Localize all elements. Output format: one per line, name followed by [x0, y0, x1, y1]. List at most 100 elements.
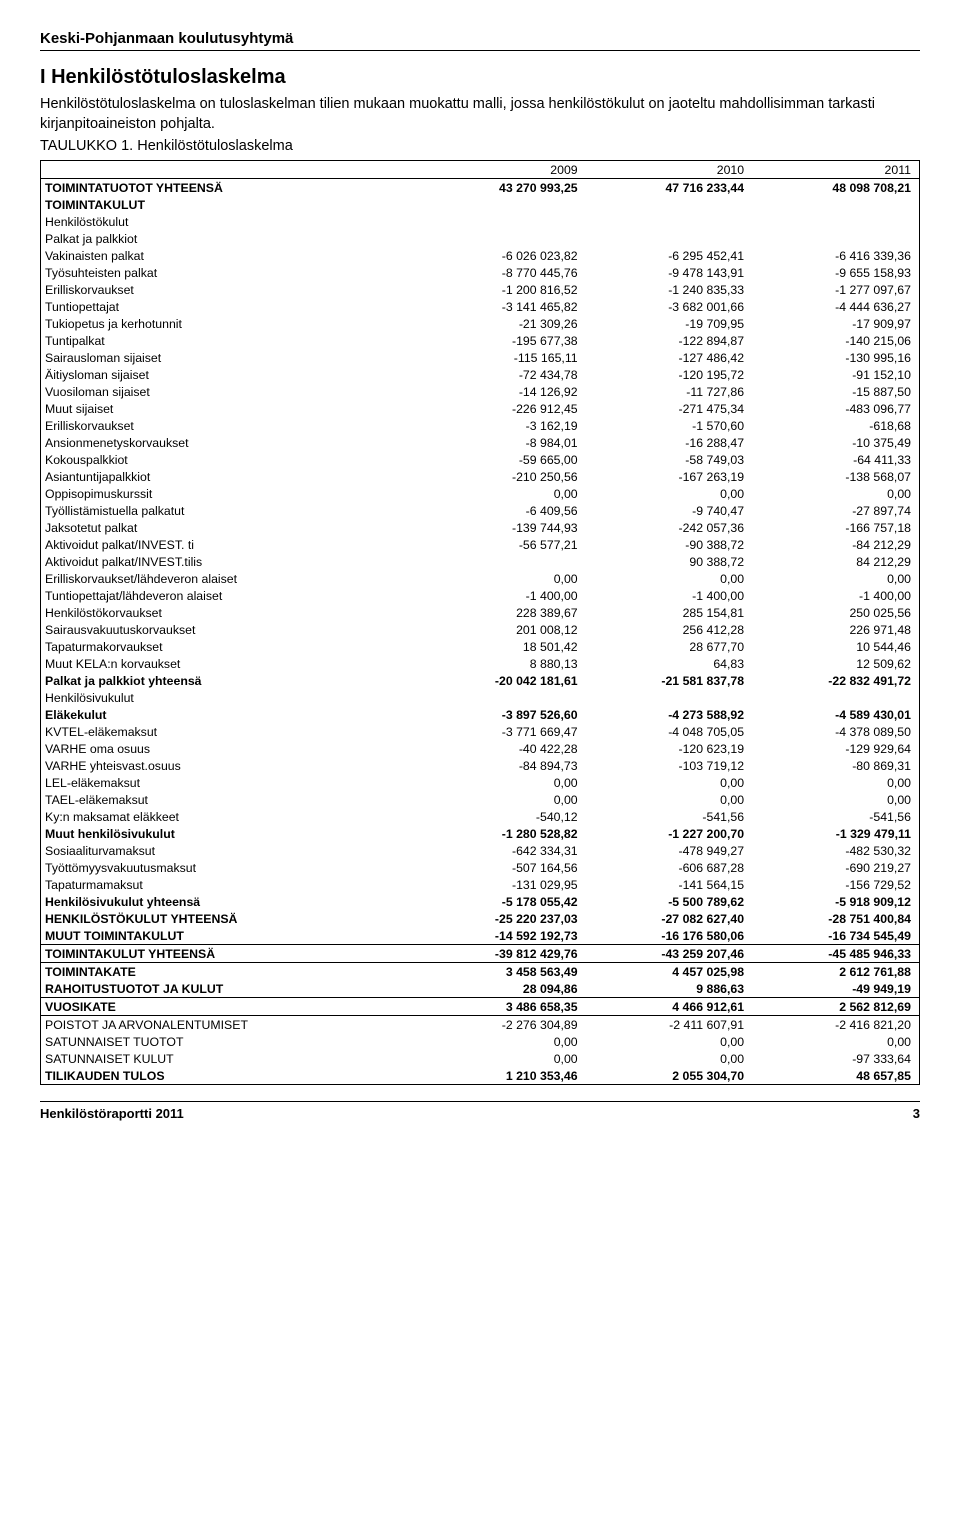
section-title: I Henkilöstötuloslaskelma — [40, 66, 920, 89]
row-value: -27 082 627,40 — [586, 910, 752, 927]
row-label: Työttömyysvakuutusmaksut — [41, 859, 420, 876]
row-value: 0,00 — [419, 791, 585, 808]
row-value: -14 126,92 — [419, 383, 585, 400]
row-value: 28 677,70 — [586, 638, 752, 655]
table-body: TOIMINTATUOTOT YHTEENSÄ43 270 993,2547 7… — [41, 179, 920, 1085]
table-row: Sairausvakuutuskorvaukset201 008,12256 4… — [41, 621, 920, 638]
row-label: VARHE oma osuus — [41, 740, 420, 757]
row-label: Muut sijaiset — [41, 400, 420, 417]
row-value: 0,00 — [586, 791, 752, 808]
row-label: Palkat ja palkkiot yhteensä — [41, 672, 420, 689]
row-label: Työllistämistuella palkatut — [41, 502, 420, 519]
row-value: -1 227 200,70 — [586, 825, 752, 842]
row-value: -541,56 — [586, 808, 752, 825]
row-value — [586, 689, 752, 706]
row-label: Tapaturmamaksut — [41, 876, 420, 893]
row-value: 84 212,29 — [752, 553, 919, 570]
row-value: 0,00 — [586, 1050, 752, 1067]
row-value: -166 757,18 — [752, 519, 919, 536]
row-value: -4 273 588,92 — [586, 706, 752, 723]
row-value: -16 288,47 — [586, 434, 752, 451]
row-value: 0,00 — [586, 1033, 752, 1050]
row-label: KVTEL-eläkemaksut — [41, 723, 420, 740]
table-row: VARHE yhteisvast.osuus-84 894,73-103 719… — [41, 757, 920, 774]
row-value: 0,00 — [586, 570, 752, 587]
table-row: VARHE oma osuus-40 422,28-120 623,19-129… — [41, 740, 920, 757]
row-label: Henkilöstökorvaukset — [41, 604, 420, 621]
row-value: -4 048 705,05 — [586, 723, 752, 740]
table-row: LEL-eläkemaksut0,000,000,00 — [41, 774, 920, 791]
row-value: -140 215,06 — [752, 332, 919, 349]
row-label: HENKILÖSTÖKULUT YHTEENSÄ — [41, 910, 420, 927]
row-value: -11 727,86 — [586, 383, 752, 400]
row-value: -2 416 821,20 — [752, 1016, 919, 1034]
row-label: Vakinaisten palkat — [41, 247, 420, 264]
table-row: SATUNNAISET TUOTOT0,000,000,00 — [41, 1033, 920, 1050]
year-header: 2011 — [752, 161, 919, 179]
row-value: -6 409,56 — [419, 502, 585, 519]
row-value: -22 832 491,72 — [752, 672, 919, 689]
row-value: -6 416 339,36 — [752, 247, 919, 264]
table-row: TOIMINTAKULUT YHTEENSÄ-39 812 429,76-43 … — [41, 945, 920, 963]
row-value: 9 886,63 — [586, 980, 752, 998]
row-value: -1 277 097,67 — [752, 281, 919, 298]
taulukko-label: TAULUKKO 1. Henkilöstötuloslaskelma — [40, 138, 920, 154]
row-value: 0,00 — [752, 485, 919, 502]
table-row: Ansionmenetyskorvaukset-8 984,01-16 288,… — [41, 434, 920, 451]
row-value — [586, 213, 752, 230]
row-value: -210 250,56 — [419, 468, 585, 485]
table-row: Henkilöstökulut — [41, 213, 920, 230]
row-label: MUUT TOIMINTAKULUT — [41, 927, 420, 945]
table-row: HENKILÖSTÖKULUT YHTEENSÄ-25 220 237,03-2… — [41, 910, 920, 927]
row-label: Kokouspalkkiot — [41, 451, 420, 468]
table-row: Aktivoidut palkat/INVEST.tilis90 388,728… — [41, 553, 920, 570]
row-value: 0,00 — [752, 774, 919, 791]
row-value: -129 929,64 — [752, 740, 919, 757]
row-value: 228 389,67 — [419, 604, 585, 621]
row-value: 250 025,56 — [752, 604, 919, 621]
row-value: -8 984,01 — [419, 434, 585, 451]
row-value: -27 897,74 — [752, 502, 919, 519]
row-label: Tuntipalkat — [41, 332, 420, 349]
row-value: -9 740,47 — [586, 502, 752, 519]
row-value: -8 770 445,76 — [419, 264, 585, 281]
row-value: -4 444 636,27 — [752, 298, 919, 315]
table-row: TILIKAUDEN TULOS1 210 353,462 055 304,70… — [41, 1067, 920, 1085]
table-row: Muut KELA:n korvaukset8 880,1364,8312 50… — [41, 655, 920, 672]
row-label: Tuntiopettajat/lähdeveron alaiset — [41, 587, 420, 604]
row-label: SATUNNAISET KULUT — [41, 1050, 420, 1067]
row-value: -103 719,12 — [586, 757, 752, 774]
row-value: 90 388,72 — [586, 553, 752, 570]
row-label: Ky:n maksamat eläkkeet — [41, 808, 420, 825]
table-row: Muut sijaiset-226 912,45-271 475,34-483 … — [41, 400, 920, 417]
row-label: TOIMINTAKULUT YHTEENSÄ — [41, 945, 420, 963]
row-value: 28 094,86 — [419, 980, 585, 998]
row-value: 18 501,42 — [419, 638, 585, 655]
row-value: 0,00 — [419, 485, 585, 502]
table-row: Tuntiopettajat/lähdeveron alaiset -1 400,… — [41, 587, 920, 604]
table-row: Henkilöstökorvaukset228 389,67285 154,81… — [41, 604, 920, 621]
row-label: Ansionmenetyskorvaukset — [41, 434, 420, 451]
row-label: LEL-eläkemaksut — [41, 774, 420, 791]
table-row: Työttömyysvakuutusmaksut-507 164,56-606 … — [41, 859, 920, 876]
row-label: Henkilösivukulut — [41, 689, 420, 706]
year-header: 2009 — [419, 161, 585, 179]
row-value: -10 375,49 — [752, 434, 919, 451]
table-row: SATUNNAISET KULUT0,000,00-97 333,64 — [41, 1050, 920, 1067]
table-row: Erilliskorvaukset-3 162,19-1 570,60-618,… — [41, 417, 920, 434]
table-row: TAEL-eläkemaksut0,000,000,00 — [41, 791, 920, 808]
row-value: 0,00 — [752, 570, 919, 587]
row-value: -3 682 001,66 — [586, 298, 752, 315]
row-value — [419, 213, 585, 230]
row-value: -1 400,00 — [752, 587, 919, 604]
row-label: Tuntiopettajat — [41, 298, 420, 315]
row-value: -130 995,16 — [752, 349, 919, 366]
row-value: -6 295 452,41 — [586, 247, 752, 264]
row-value: -17 909,97 — [752, 315, 919, 332]
row-value: 64,83 — [586, 655, 752, 672]
row-value: -43 259 207,46 — [586, 945, 752, 963]
row-label: Tapaturmakorvaukset — [41, 638, 420, 655]
row-label: VARHE yhteisvast.osuus — [41, 757, 420, 774]
row-value: 10 544,46 — [752, 638, 919, 655]
table-row: Tapaturmamaksut-131 029,95-141 564,15-15… — [41, 876, 920, 893]
